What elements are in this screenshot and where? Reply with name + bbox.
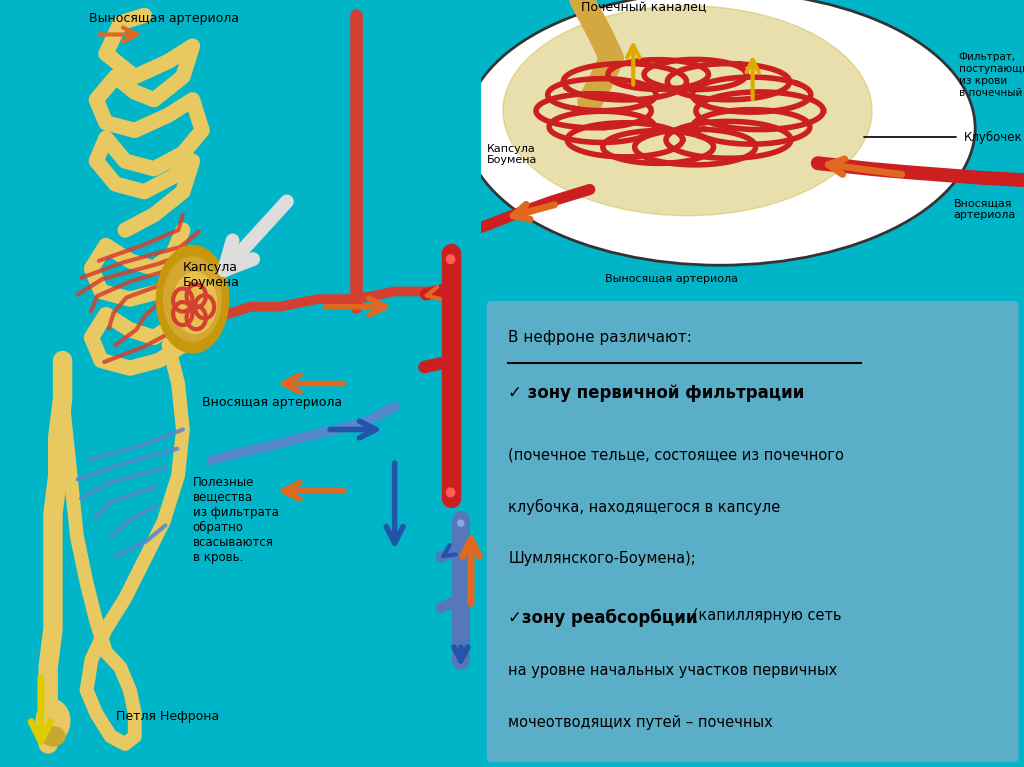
Ellipse shape: [456, 517, 466, 529]
Text: клубочка, находящегося в капсуле: клубочка, находящегося в капсуле: [508, 499, 780, 515]
Text: на уровне начальных участков первичных: на уровне начальных участков первичных: [508, 663, 838, 678]
Circle shape: [465, 0, 975, 265]
Ellipse shape: [458, 655, 464, 661]
Ellipse shape: [157, 245, 228, 353]
Text: Клубочек: Клубочек: [965, 130, 1023, 143]
Text: В нефроне различают:: В нефроне различают:: [508, 330, 692, 344]
Text: Полезные
вещества
из фильтрата
обратно
всасываются
в кровь.: Полезные вещества из фильтрата обратно в…: [193, 476, 279, 564]
Text: Фильтрат,
поступающий
из крови
в почечный каналец: Фильтрат, поступающий из крови в почечны…: [958, 52, 1024, 97]
Ellipse shape: [503, 6, 872, 216]
Ellipse shape: [41, 727, 65, 746]
Text: Выносящая артериола: Выносящая артериола: [605, 274, 737, 285]
Text: Капсула
Боумена: Капсула Боумена: [183, 261, 240, 289]
Text: (почечное тельце, состоящее из почечного: (почечное тельце, состоящее из почечного: [508, 447, 845, 462]
Ellipse shape: [446, 488, 455, 497]
Text: ✓ зону первичной фильтрации: ✓ зону первичной фильтрации: [508, 384, 805, 402]
Text: Вносящая артериола: Вносящая артериола: [202, 397, 342, 409]
Ellipse shape: [443, 484, 458, 501]
Text: Капсула
Боумена: Капсула Боумена: [486, 143, 537, 165]
Ellipse shape: [164, 257, 221, 341]
Text: (капиллярную сеть: (капиллярную сеть: [687, 608, 841, 624]
Ellipse shape: [446, 255, 455, 264]
FancyBboxPatch shape: [486, 301, 1019, 762]
Ellipse shape: [173, 272, 217, 334]
Text: Петля Нефрона: Петля Нефрона: [116, 709, 219, 723]
Text: ✓зону реабсорбции: ✓зону реабсорбции: [508, 608, 698, 627]
Text: Вносящая
артериола: Вносящая артериола: [953, 198, 1016, 220]
Text: мочеотводящих путей – почечных: мочеотводящих путей – почечных: [508, 715, 773, 730]
Ellipse shape: [443, 251, 458, 268]
Ellipse shape: [36, 700, 70, 742]
Ellipse shape: [458, 520, 464, 526]
Text: Шумлянского-Боумена);: Шумлянского-Боумена);: [508, 551, 696, 566]
Ellipse shape: [456, 652, 466, 664]
Text: Почечный каналец: Почечный каналец: [582, 2, 707, 15]
Text: Выносящая артериола: Выносящая артериола: [89, 12, 239, 25]
